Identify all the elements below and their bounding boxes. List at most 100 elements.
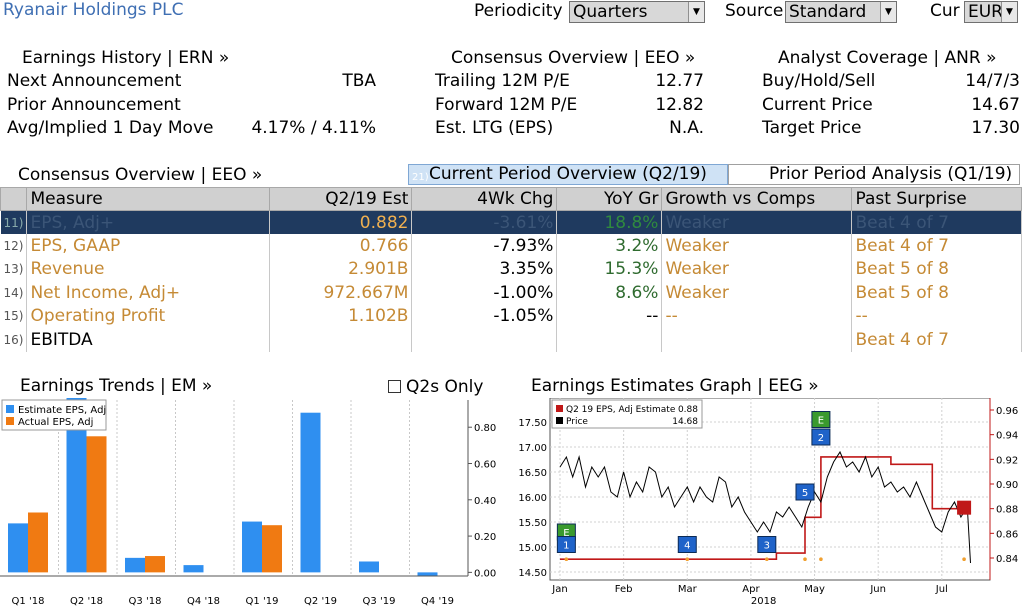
earnings-estimates-graph-link[interactable]: Earnings Estimates Graph | EEG » xyxy=(531,376,819,396)
row-estimate xyxy=(269,328,413,352)
header-past-surprise[interactable]: Past Surprise xyxy=(851,187,1022,211)
source-label: Source xyxy=(725,1,784,21)
header-4wk-chg[interactable]: 4Wk Chg xyxy=(411,187,558,211)
event-marker-box xyxy=(757,536,777,553)
row-measure[interactable]: EBITDA xyxy=(26,328,271,352)
periodicity-select[interactable]: Quarters ▼ xyxy=(569,1,705,23)
ltg-value: N.A. xyxy=(669,118,704,138)
source-value: Standard xyxy=(789,2,867,22)
row-past-surprise: -- xyxy=(851,304,1022,328)
right-tick-label: 0.86 xyxy=(996,529,1018,540)
analyst-coverage-link[interactable]: Analyst Coverage | ANR » xyxy=(778,48,997,68)
legend-label: Q2 19 EPS, Adj Estimate xyxy=(566,405,676,415)
earnings-estimates-chart: 14.50 15.00 15.50 16.00 16.50 17.00 17.50 Jan Fe… xyxy=(518,398,1018,607)
table-row[interactable]: 12) EPS, GAAP 0.766 -7.93% 3.2% Weaker B… xyxy=(0,234,1022,258)
left-tick-label: 17.00 xyxy=(518,443,547,454)
left-tick-label: 14.50 xyxy=(518,568,547,579)
q2s-only-checkbox[interactable]: Q2s Only xyxy=(388,377,483,397)
earnings-trends-link[interactable]: Earnings Trends | EM » xyxy=(20,376,213,396)
left-tick-label: 15.00 xyxy=(518,543,547,554)
forward-pe-label: Forward 12M P/E xyxy=(435,95,578,115)
prior-announcement-label: Prior Announcement xyxy=(7,95,181,115)
row-yoy-gr: 15.3% xyxy=(556,257,663,281)
chevron-down-icon[interactable]: ▼ xyxy=(880,2,896,22)
header-estimate[interactable]: Q2/19 Est xyxy=(269,187,413,211)
tab-current-period[interactable]: 21) Current Period Overview (Q2/19) xyxy=(408,164,728,185)
row-measure[interactable]: EPS, GAAP xyxy=(26,234,271,258)
left-tick-label: 15.50 xyxy=(518,518,547,529)
event-marker-box xyxy=(677,536,697,553)
x-year-label: 2018 xyxy=(751,596,776,607)
bar xyxy=(28,512,48,573)
earnings-trends-chart: 0.00 0.20 0.40 0.60 0.80 Q1 '18 Q2 '18 Q3 '18 Q4… xyxy=(0,398,496,607)
bar xyxy=(125,557,145,573)
x-tick-label: May xyxy=(804,584,825,595)
row-measure[interactable]: EPS, Adj+ xyxy=(26,210,271,234)
row-yoy-gr: -- xyxy=(556,304,663,328)
row-yoy-gr: 18.8% xyxy=(556,210,663,234)
ltg-label: Est. LTG (EPS) xyxy=(435,118,554,138)
table-row[interactable]: 14) Net Income, Adj+ 972.667M -1.00% 8.6… xyxy=(0,281,1022,305)
currency-label: Cur xyxy=(930,1,960,21)
header-measure[interactable]: Measure xyxy=(26,187,271,211)
row-estimate: 2.901B xyxy=(269,257,413,281)
row-index: 16) xyxy=(0,328,28,352)
table-row[interactable]: 15) Operating Profit 1.102B -1.05% -- --… xyxy=(0,304,1022,328)
chevron-down-icon[interactable]: ▼ xyxy=(688,2,704,22)
left-tick-label: 17.50 xyxy=(518,418,547,429)
table-row[interactable]: 13) Revenue 2.901B 3.35% 15.3% Weaker Be… xyxy=(0,257,1022,281)
row-yoy-gr: 8.6% xyxy=(556,281,663,305)
row-growth-vs-comps: Weaker xyxy=(661,257,853,281)
row-4wk-chg: 3.35% xyxy=(411,257,558,281)
tab-current-period-label: Current Period Overview (Q2/19) xyxy=(429,164,707,184)
header-yoy-gr[interactable]: YoY Gr xyxy=(556,187,663,211)
row-past-surprise: Beat 4 of 7 xyxy=(851,210,1022,234)
legend-swatch xyxy=(556,417,563,424)
estimate-end-marker xyxy=(957,500,972,515)
row-measure[interactable]: Operating Profit xyxy=(26,304,271,328)
event-marker-label: E xyxy=(563,528,569,539)
tab-prior-period[interactable]: Prior Period Analysis (Q1/19) xyxy=(728,164,1020,185)
earnings-history-link[interactable]: Earnings History | ERN » xyxy=(22,48,230,68)
buy-hold-sell-value: 14/7/3 xyxy=(965,71,1020,91)
legend-value: 0.88 xyxy=(678,405,698,415)
buy-hold-sell-label: Buy/Hold/Sell xyxy=(762,71,876,91)
series-line xyxy=(559,450,971,564)
row-measure[interactable]: Net Income, Adj+ xyxy=(26,281,271,305)
legend-swatch xyxy=(6,405,14,413)
event-marker-box xyxy=(795,483,815,501)
bar xyxy=(262,525,282,573)
avg-move-value: 4.17% / 4.11% xyxy=(251,118,376,138)
currency-select[interactable]: EUR ▼ xyxy=(964,1,1018,23)
legend-swatch xyxy=(6,417,14,425)
tab-number: 21) xyxy=(412,172,429,183)
row-index: 14) xyxy=(0,281,28,305)
event-dot xyxy=(962,557,966,562)
x-tick-label: Jul xyxy=(935,584,948,595)
periodicity-label: Periodicity xyxy=(474,1,563,21)
source-select[interactable]: Standard ▼ xyxy=(785,1,897,23)
table-row[interactable]: 11) EPS, Adj+ 0.882 -3.61% 18.8% Weaker … xyxy=(0,210,1022,234)
row-growth-vs-comps: Weaker xyxy=(661,234,853,258)
consensus-overview-link[interactable]: Consensus Overview | EEO » xyxy=(451,48,696,68)
right-tick-label: 0.90 xyxy=(996,480,1018,491)
x-tick-label: Q4 '19 xyxy=(421,596,454,607)
x-tick-label: Jan xyxy=(551,584,567,595)
periodicity-value: Quarters xyxy=(573,2,648,22)
consensus-table-link[interactable]: Consensus Overview | EEO » xyxy=(18,165,263,185)
row-past-surprise: Beat 5 of 8 xyxy=(851,281,1022,305)
row-measure[interactable]: Revenue xyxy=(26,257,271,281)
y-tick-label: 0.00 xyxy=(474,568,496,579)
left-tick-label: 16.00 xyxy=(518,493,547,504)
chevron-down-icon[interactable]: ▼ xyxy=(1001,2,1017,22)
header-growth-vs-comps[interactable]: Growth vs Comps xyxy=(661,187,853,211)
header-index xyxy=(0,187,28,211)
x-tick-label: Q2 '18 xyxy=(70,596,103,607)
checkbox-box-icon[interactable] xyxy=(388,380,401,393)
table-row[interactable]: 16) EBITDA Beat 4 of 7 xyxy=(0,328,1022,352)
x-tick-label: Q3 '19 xyxy=(363,596,396,607)
security-title[interactable]: Ryanair Holdings PLC xyxy=(3,0,184,20)
bar xyxy=(359,561,379,573)
table-header-row: Measure Q2/19 Est 4Wk Chg YoY Gr Growth … xyxy=(0,187,1022,211)
